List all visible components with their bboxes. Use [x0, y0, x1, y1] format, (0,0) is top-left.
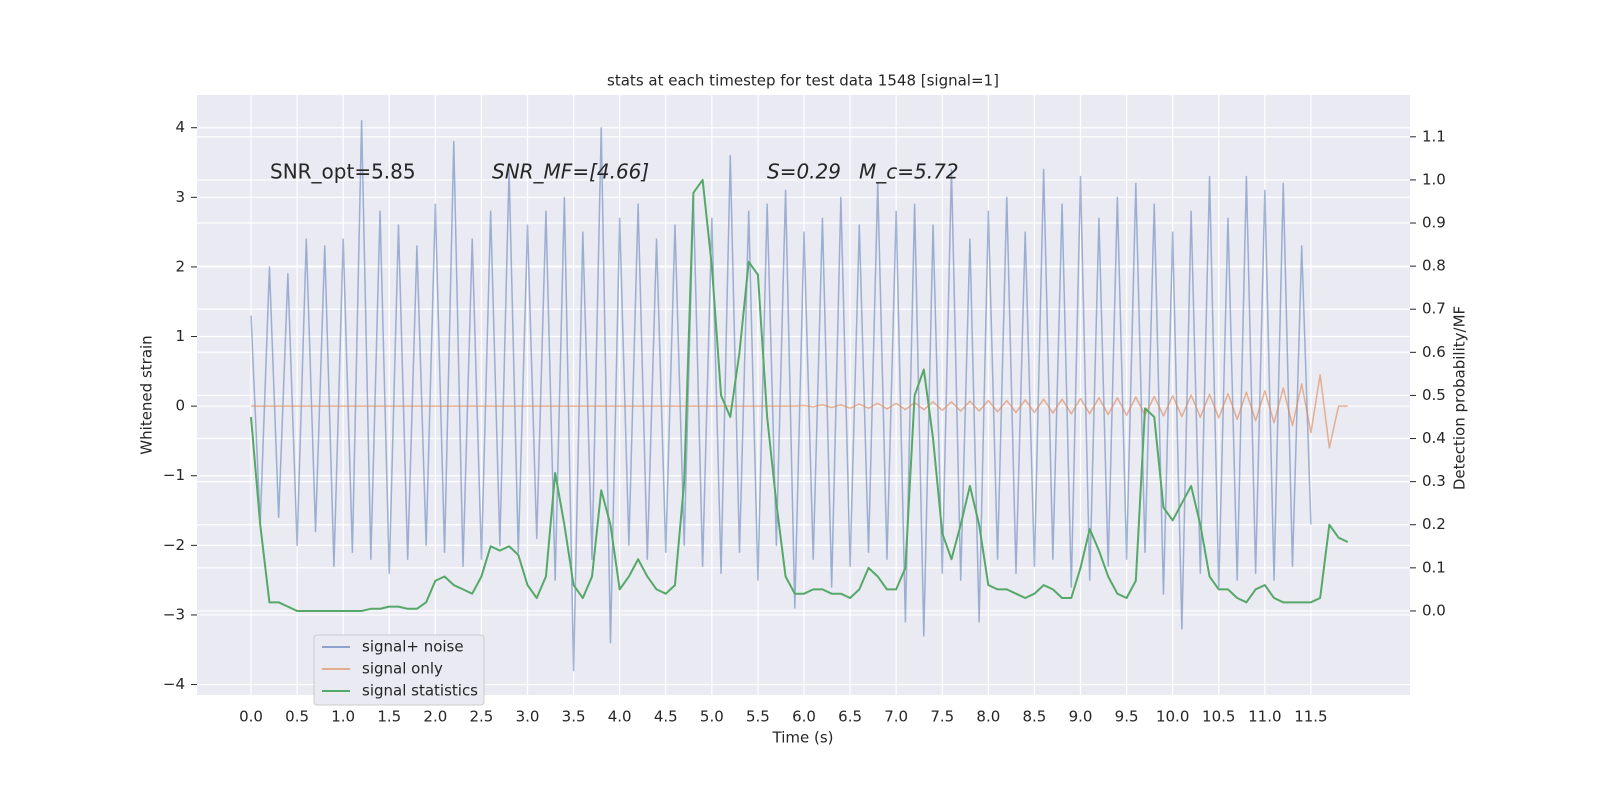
- x-tick-label: 0.0: [239, 708, 263, 726]
- x-tick-label: 3.0: [516, 708, 540, 726]
- y2-tick-label: 0.7: [1422, 300, 1446, 318]
- x-tick-label: 1.0: [331, 708, 355, 726]
- y-tick-label: 1: [175, 327, 185, 345]
- y2-axis-label: Detection probability/MF: [1451, 306, 1469, 490]
- y-axis-label: Whitened strain: [138, 335, 156, 454]
- x-tick-label: 11.0: [1248, 708, 1281, 726]
- x-tick-label: 6.0: [792, 708, 816, 726]
- x-tick-label: 1.5: [377, 708, 401, 726]
- x-tick-label: 0.5: [285, 708, 309, 726]
- y2-tick-label: 1.0: [1422, 170, 1446, 188]
- legend-label: signal only: [362, 660, 443, 678]
- chart-title: stats at each timestep for test data 154…: [607, 72, 999, 90]
- y-tick-label: 4: [175, 118, 185, 136]
- y2-tick-label: 0.3: [1422, 472, 1446, 490]
- x-tick-label: 7.5: [930, 708, 954, 726]
- y-tick-label: −4: [163, 675, 185, 693]
- y2-tick-label: 0.2: [1422, 515, 1446, 533]
- x-tick-label: 3.5: [562, 708, 586, 726]
- x-tick-label: 11.5: [1294, 708, 1327, 726]
- annotation: SNR_opt=5.85: [270, 160, 416, 184]
- y2-tick-label: 1.1: [1422, 127, 1446, 145]
- y-tick-label: 0: [175, 397, 185, 415]
- y2-tick-label: 0.8: [1422, 257, 1446, 275]
- y-tick-label: 2: [175, 257, 185, 275]
- x-axis-label: Time (s): [772, 729, 834, 747]
- legend-label: signal+ noise: [362, 638, 464, 656]
- x-tick-label: 10.0: [1156, 708, 1189, 726]
- y-tick-label: 3: [175, 188, 185, 206]
- x-tick-label: 10.5: [1202, 708, 1235, 726]
- y2-tick-label: 0.6: [1422, 343, 1446, 361]
- x-tick-label: 6.5: [838, 708, 862, 726]
- annotation: SNR_MF=[4.66]: [492, 160, 649, 184]
- x-tick-label: 5.0: [700, 708, 724, 726]
- y2-tick-label: 0.5: [1422, 386, 1446, 404]
- annotation: S=0.29: [767, 160, 841, 184]
- y2-tick-label: 0.9: [1422, 214, 1446, 232]
- x-tick-label: 7.0: [884, 708, 908, 726]
- x-tick-label: 9.0: [1069, 708, 1093, 726]
- x-tick-label: 8.0: [976, 708, 1000, 726]
- y-tick-label: −2: [163, 536, 185, 554]
- y-tick-label: −1: [163, 466, 185, 484]
- series-line: [250, 120, 1312, 672]
- annotation: M_c=5.72: [859, 160, 959, 184]
- y2-tick-label: 0.0: [1422, 601, 1446, 619]
- x-tick-label: 5.5: [746, 708, 770, 726]
- legend: signal+ noise signal only signal statistic…: [313, 634, 485, 706]
- x-tick-label: 2.0: [423, 708, 447, 726]
- x-tick-label: 2.5: [469, 708, 493, 726]
- legend-box: [313, 634, 485, 706]
- legend-label: signal statistics: [362, 682, 478, 700]
- y-tick-label: −3: [163, 605, 185, 623]
- x-tick-label: 4.0: [608, 708, 632, 726]
- series-line: [250, 178, 1349, 612]
- x-tick-label: 8.5: [1022, 708, 1046, 726]
- series-line: [251, 374, 1348, 449]
- y2-tick-label: 0.4: [1422, 429, 1446, 447]
- y2-tick-label: 0.1: [1422, 558, 1446, 576]
- x-tick-label: 9.5: [1115, 708, 1139, 726]
- x-tick-label: 4.5: [654, 708, 678, 726]
